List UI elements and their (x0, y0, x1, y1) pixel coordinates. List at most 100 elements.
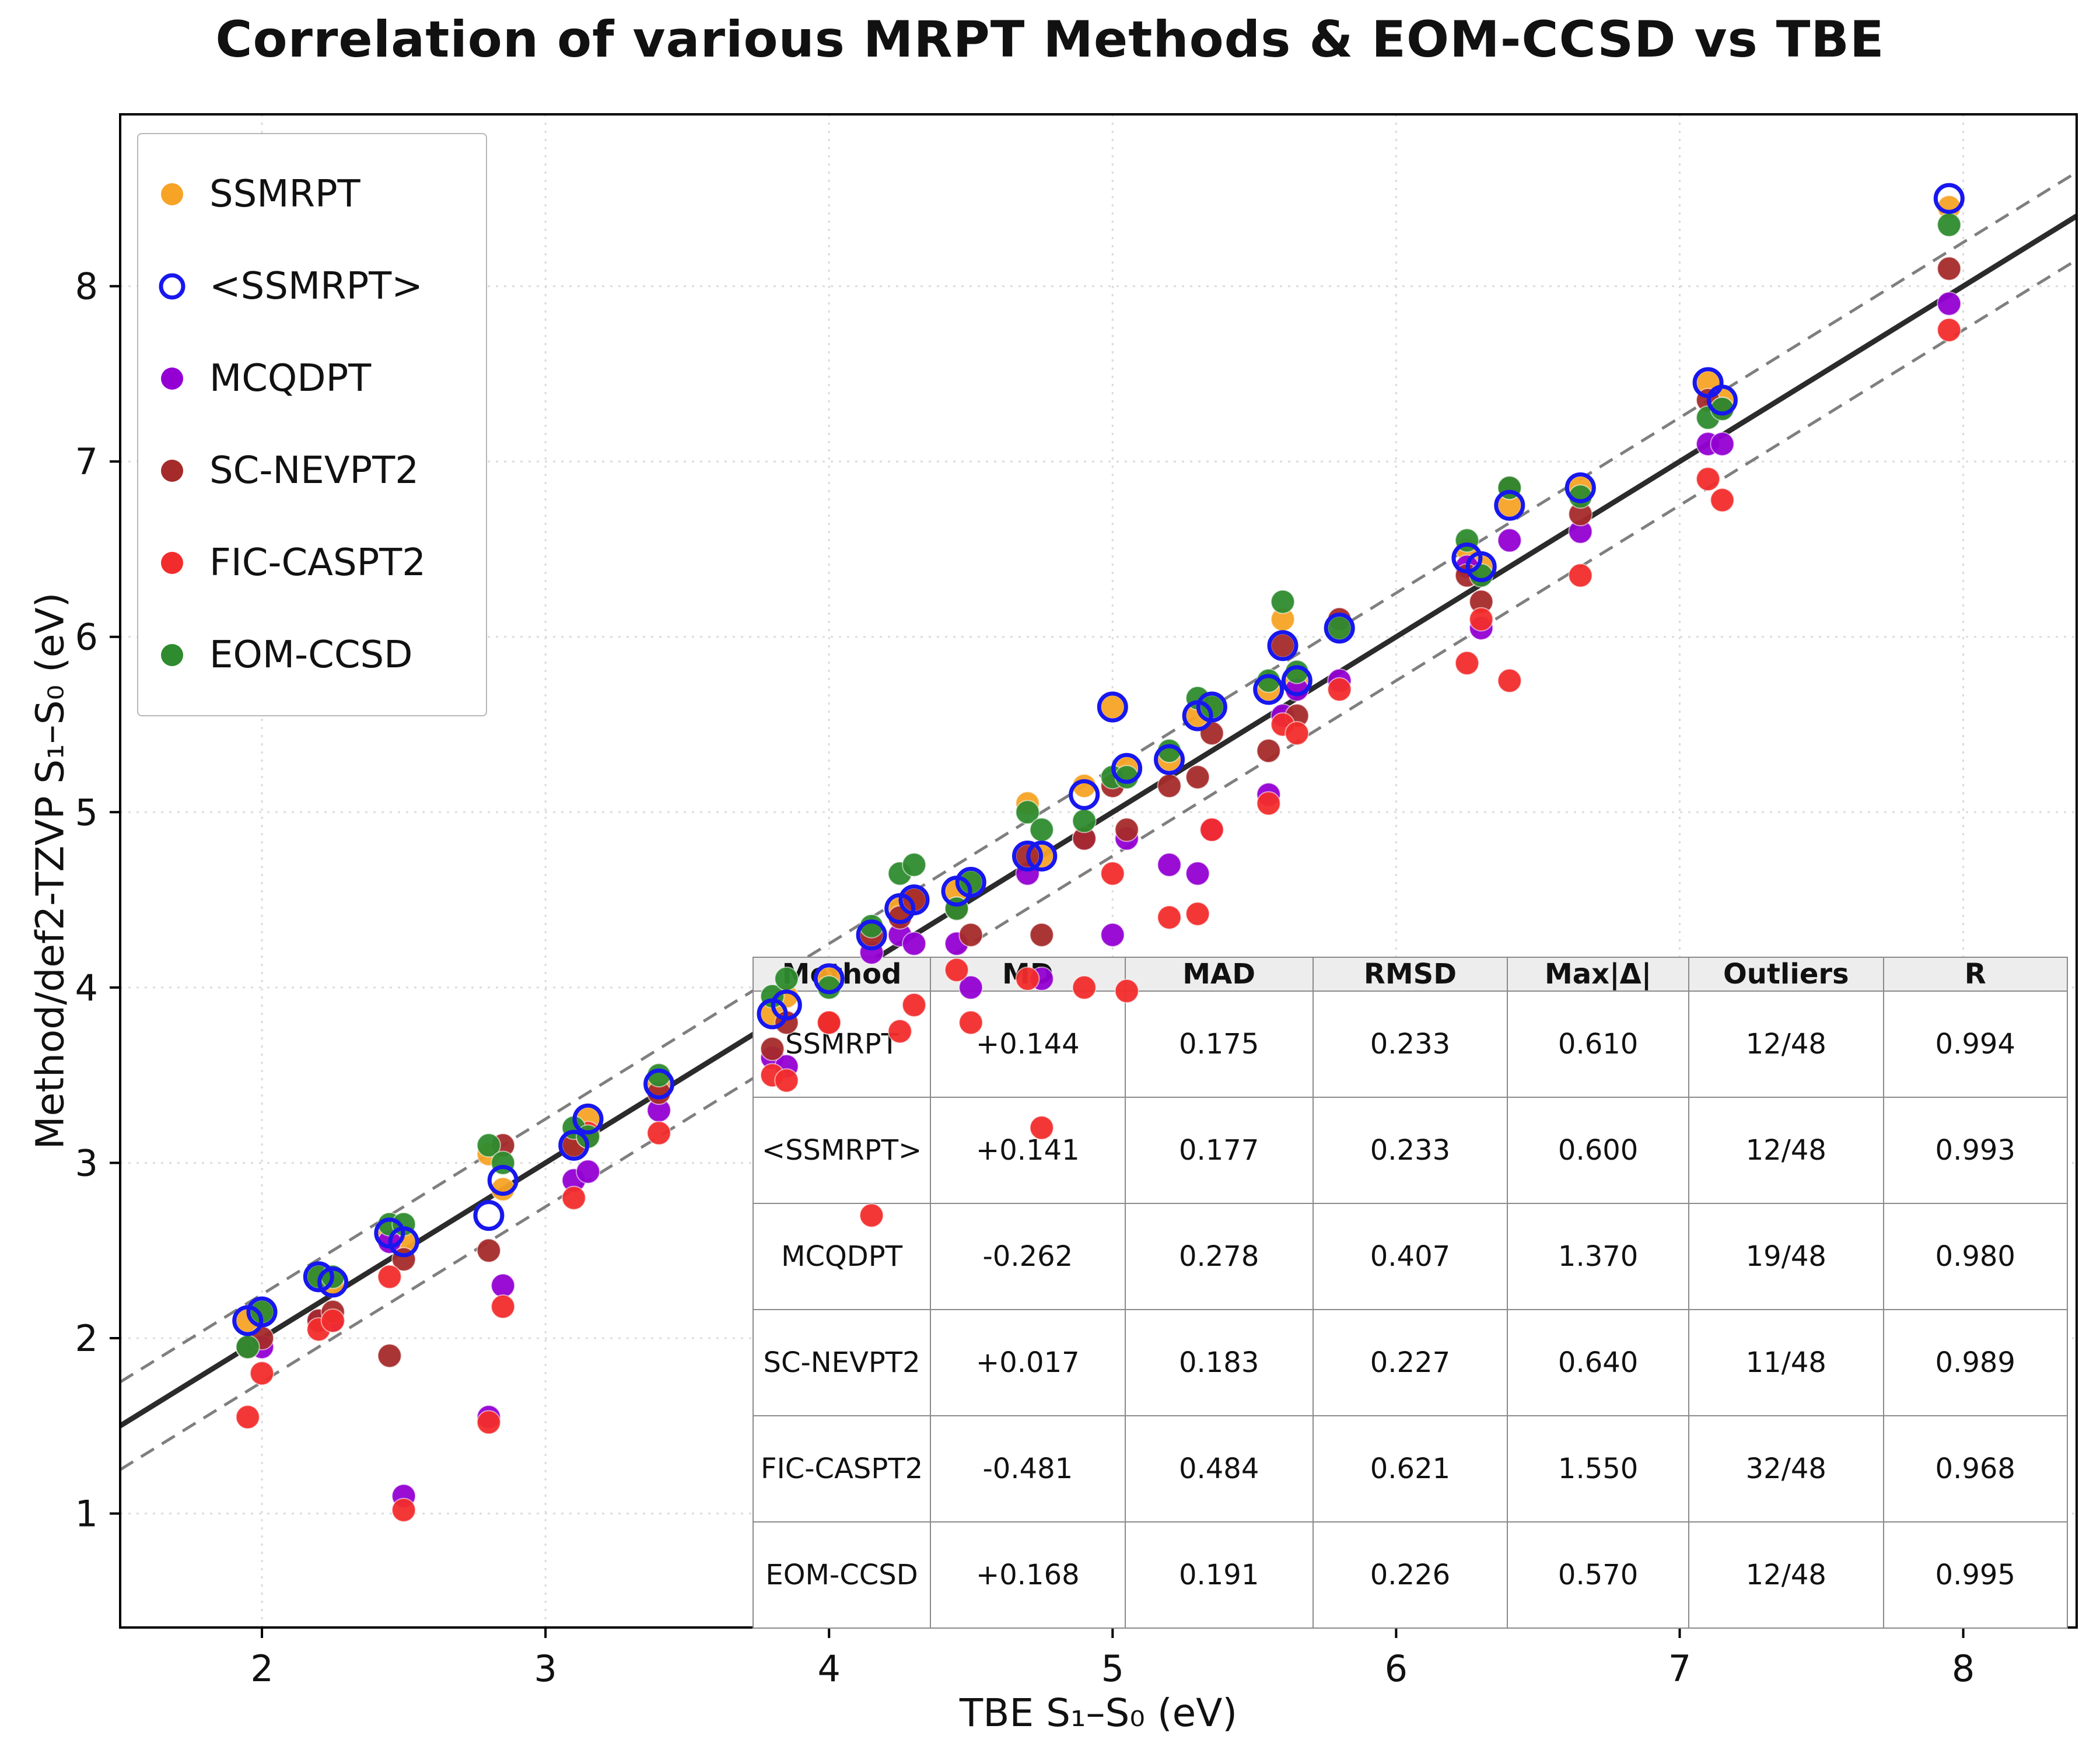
legend-item-eom-ccsd: EOM-CCSD (156, 609, 468, 701)
stats-table-cell: 11/48 (1688, 1309, 1884, 1416)
stats-table-header-cell: MAD (1124, 957, 1314, 992)
stats-table: Method MD MAD RMSD Max|Δ| Outliers R SSMRPT +0.1… (752, 957, 2068, 1629)
x-tick-label: 8 (1952, 1647, 1975, 1690)
eom-ccsd-marker-icon (161, 644, 183, 666)
stats-table-cell: 0.980 (1882, 1203, 2068, 1310)
stats-table-cell: <SSMRPT> (752, 1097, 932, 1204)
stats-table-cell: 0.227 (1312, 1309, 1508, 1416)
stats-table-cell: -0.262 (930, 1203, 1126, 1310)
stats-table-cell: +0.144 (930, 991, 1126, 1098)
stats-table-cell: 0.226 (1312, 1521, 1508, 1629)
stats-table-cell: 0.233 (1312, 991, 1508, 1098)
fic-caspt2-marker-icon (161, 552, 183, 574)
y-tick-label: 6 (75, 616, 98, 659)
ssmrpt-marker-icon (161, 183, 183, 205)
tolerance-band-line (119, 258, 2078, 1471)
y-tick-label: 7 (75, 440, 98, 483)
chart-title: Correlation of various MRPT Methods & EO… (215, 10, 1885, 69)
legend-item-sc-nevpt2: SC-NEVPT2 (156, 425, 468, 517)
stats-table-header-cell: Outliers (1688, 957, 1884, 992)
stats-table-cell: 0.610 (1507, 991, 1690, 1098)
stats-table-cell: 0.993 (1882, 1097, 2068, 1204)
stats-table-header-cell: Method (752, 957, 932, 992)
legend-label: MCQDPT (209, 357, 372, 400)
x-tick-label: 2 (250, 1647, 273, 1690)
stats-table-cell: 0.995 (1882, 1521, 2068, 1629)
legend-item-ssmrpt: SSMRPT (156, 148, 468, 240)
y-tick-label: 1 (75, 1493, 98, 1535)
y-axis-label: Method/def2-TZVP S₁–S₀ (eV) (27, 592, 73, 1150)
stats-table-header-cell: R (1882, 957, 2068, 992)
stats-table-cell: SSMRPT (752, 991, 932, 1098)
stats-table-cell: SC-NEVPT2 (752, 1309, 932, 1416)
stats-table-cell: 0.484 (1124, 1415, 1314, 1522)
legend-item-fic-caspt2: FIC-CASPT2 (156, 517, 468, 609)
stats-table-cell: 12/48 (1688, 1097, 1884, 1204)
stats-table-row: SC-NEVPT2 +0.017 0.183 0.227 0.640 11/48 0.989 (752, 1309, 2068, 1416)
ssmrpt-marker-icon (159, 273, 186, 300)
x-tick-label: 4 (817, 1647, 840, 1690)
y-tick-label: 4 (75, 967, 98, 1009)
stats-table-row: MCQDPT -0.262 0.278 0.407 1.370 19/48 0.980 (752, 1203, 2068, 1310)
stats-table-cell: 1.550 (1507, 1415, 1690, 1522)
stats-table-cell: 0.233 (1312, 1097, 1508, 1204)
x-tick-label: 5 (1101, 1647, 1124, 1690)
mcqdpt-marker-icon (161, 368, 183, 390)
identity-line (118, 214, 2078, 1429)
stats-table-cell: 0.278 (1124, 1203, 1314, 1310)
legend-label: SC-NEVPT2 (209, 449, 419, 492)
stats-table-header-cell: RMSD (1312, 957, 1508, 992)
stats-table-cell: +0.141 (930, 1097, 1126, 1204)
legend-label: FIC-CASPT2 (209, 541, 426, 584)
stats-table-cell: 0.175 (1124, 991, 1314, 1098)
tolerance-band-line (119, 171, 2078, 1384)
stats-table-cell: 1.370 (1507, 1203, 1690, 1310)
x-axis-label: TBE S₁–S₀ (eV) (959, 1690, 1238, 1735)
stats-table-header-cell: Max|Δ| (1507, 957, 1690, 992)
stats-table-header-row: Method MD MAD RMSD Max|Δ| Outliers R (752, 957, 2068, 992)
stats-table-row: FIC-CASPT2 -0.481 0.484 0.621 1.550 32/48 0.96… (752, 1415, 2068, 1522)
stats-table-row: EOM-CCSD +0.168 0.191 0.226 0.570 12/48 0.995 (752, 1521, 2068, 1629)
x-tick-label: 6 (1385, 1647, 1408, 1690)
legend-label: <SSMRPT> (209, 265, 423, 308)
stats-table-cell: 19/48 (1688, 1203, 1884, 1310)
stats-table-cell: +0.017 (930, 1309, 1126, 1416)
stats-table-cell: FIC-CASPT2 (752, 1415, 932, 1522)
stats-table-cell: 0.968 (1882, 1415, 2068, 1522)
stats-table-cell: 0.191 (1124, 1521, 1314, 1629)
stats-table-cell: 0.407 (1312, 1203, 1508, 1310)
stats-table-cell: MCQDPT (752, 1203, 932, 1310)
y-tick-label: 5 (75, 791, 98, 834)
stats-table-cell: 0.989 (1882, 1309, 2068, 1416)
stats-table-cell: 0.183 (1124, 1309, 1314, 1416)
stats-table-cell: 0.177 (1124, 1097, 1314, 1204)
legend-item-mcqdpt: MCQDPT (156, 332, 468, 425)
stats-table-header-cell: MD (930, 957, 1126, 992)
stats-table-cell: 0.570 (1507, 1521, 1690, 1629)
x-tick-label: 3 (534, 1647, 556, 1690)
stats-table-cell: 0.600 (1507, 1097, 1690, 1204)
stats-table-cell: -0.481 (930, 1415, 1126, 1522)
stats-table-cell: EOM-CCSD (752, 1521, 932, 1629)
legend-label: EOM-CCSD (209, 634, 413, 677)
y-tick-label: 8 (75, 265, 98, 308)
stats-table-cell: 12/48 (1688, 991, 1884, 1098)
sc-nevpt2-marker-icon (161, 460, 183, 482)
y-tick-label: 3 (75, 1142, 98, 1184)
stats-table-cell: 0.621 (1312, 1415, 1508, 1522)
y-tick-label: 2 (75, 1317, 98, 1360)
legend-item-ssmrpt: <SSMRPT> (156, 240, 468, 332)
stats-table-row: <SSMRPT> +0.141 0.177 0.233 0.600 12/48 0.993 (752, 1097, 2068, 1204)
stats-table-cell: 0.994 (1882, 991, 2068, 1098)
stats-table-cell: 0.640 (1507, 1309, 1690, 1416)
stats-table-container: Method MD MAD RMSD Max|Δ| Outliers R SSMRPT +0.1… (752, 957, 2068, 1629)
stats-table-cell: 12/48 (1688, 1521, 1884, 1629)
legend: SSMRPT <SSMRPT> MCQDPT SC-NEVPT2 FIC-CASPT2 E… (137, 133, 487, 716)
stats-table-row: SSMRPT +0.144 0.175 0.233 0.610 12/48 0.994 (752, 991, 2068, 1098)
stats-table-cell: 32/48 (1688, 1415, 1884, 1522)
legend-label: SSMRPT (209, 173, 360, 216)
x-tick-label: 7 (1668, 1647, 1691, 1690)
stats-table-cell: +0.168 (930, 1521, 1126, 1629)
